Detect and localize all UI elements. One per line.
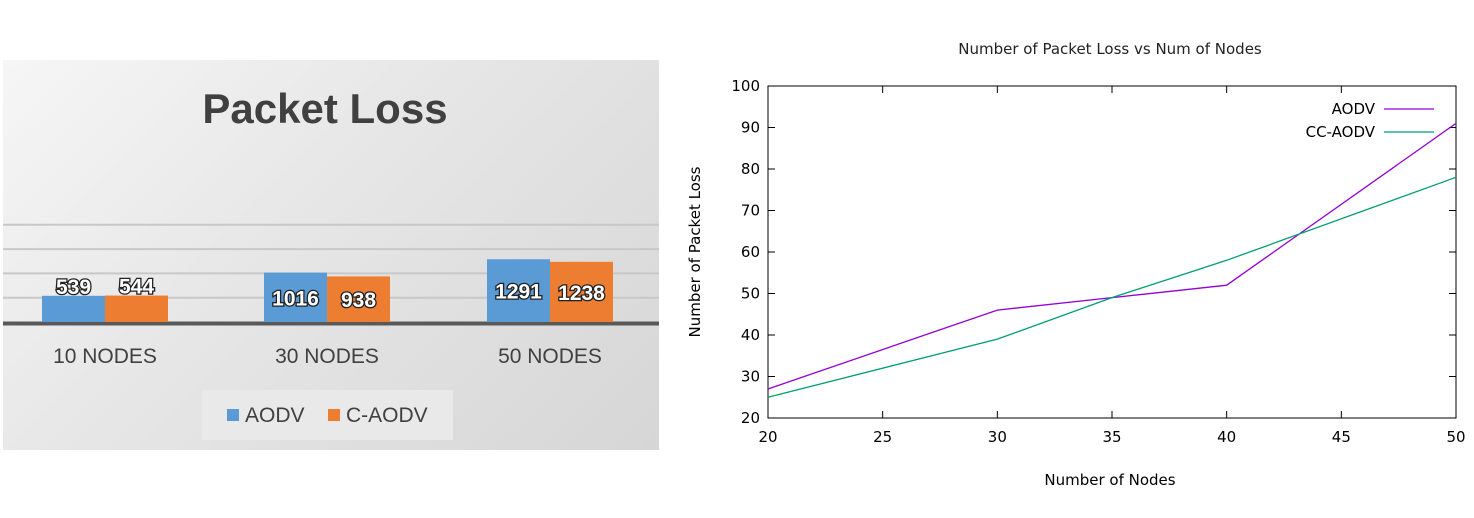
bar-c-aodv-2 [327,276,390,322]
legend-label-aodv: AODV [245,404,305,427]
bar-value-label: 938 [341,289,376,312]
legend-swatch-c-aodv [328,409,340,421]
bar-category-label: 50 NODES [498,345,602,368]
bar-value-label: 1238 [558,282,605,305]
y-tick-label: 60 [741,243,760,261]
y-tick-label: 80 [741,160,760,178]
y-axis-label: Number of Packet Loss [686,166,704,337]
line-chart-panel: Number of Packet Loss vs Num of Nodes 20… [670,30,1474,500]
line-chart: Number of Packet Loss vs Num of Nodes 20… [686,40,1466,489]
series-line-cc-aodv [767,176,1457,398]
bar-aodv-1 [42,295,105,322]
legend-label-aodv: AODV [1332,100,1376,118]
bar-chart-title: Packet Loss [202,85,447,132]
y-tick-label: 70 [741,202,760,220]
bar-aodv-2 [264,272,327,322]
bar-chart: 539 544 1016 938 1291 1238 Packet Loss 10 NOD… [3,85,659,440]
x-tick-label: 30 [988,428,1007,446]
bar-value-label: 1291 [495,281,542,304]
x-tick-label: 45 [1332,428,1351,446]
bar-value-label: 544 [119,276,154,299]
x-tick-label: 20 [758,428,777,446]
legend-swatch-aodv [227,409,239,421]
bar-c-aodv-1 [105,295,168,322]
bar-category-label: 10 NODES [53,345,157,368]
x-tick-label: 40 [1217,428,1236,446]
bar-chart-panel: 539 544 1016 938 1291 1238 Packet Loss 10 NOD… [3,60,659,450]
x-axis-label: Number of Nodes [1044,471,1175,489]
series-line-aodv [767,122,1457,390]
y-tick-label: 90 [741,119,760,137]
y-tick-label: 30 [741,368,760,386]
line-chart-title: Number of Packet Loss vs Num of Nodes [958,40,1262,58]
bar-value-label: 539 [56,276,91,299]
x-tick-label: 50 [1446,428,1465,446]
bar-legend-box [202,390,453,440]
y-tick-label: 20 [741,409,760,427]
legend-label-cc-aodv: CC-AODV [1306,123,1376,141]
bar-c-aodv-3 [550,261,613,322]
bar-category-label: 30 NODES [275,345,379,368]
y-tick-label: 100 [731,77,760,95]
bar-value-label: 1016 [272,287,319,310]
y-tick-label: 50 [741,285,760,303]
legend-label-c-aodv: C-AODV [346,404,428,427]
x-tick-label: 25 [873,428,892,446]
bar-aodv-3 [487,259,550,322]
y-tick-label: 40 [741,326,760,344]
x-tick-label: 35 [1102,428,1121,446]
